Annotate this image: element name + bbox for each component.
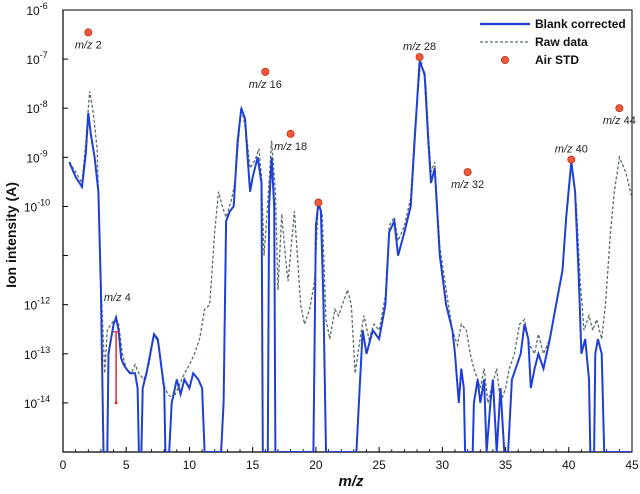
y-tick-label: 10-10 — [24, 197, 50, 214]
air-std-label: m/z 18 — [274, 141, 307, 153]
peak-annotation-label: m/z 4 — [104, 292, 131, 304]
y-tick-label: 10-13 — [24, 345, 50, 362]
x-tick-label: 0 — [60, 458, 67, 472]
y-tick-label: 10-9 — [26, 148, 47, 165]
air-std-point — [84, 28, 93, 37]
air-std-point — [261, 67, 270, 76]
y-tick-label: 10-6 — [26, 1, 47, 18]
legend: Blank corrected Raw data Air STD — [480, 17, 626, 67]
annotations-layer: m/z 4 — [104, 292, 131, 405]
air-std-label: m/z 2 — [75, 39, 102, 51]
air-std-label: m/z 16 — [249, 79, 282, 91]
plot-area — [62, 9, 633, 453]
x-tick-label: 35 — [499, 458, 513, 472]
y-axis-title: Ion intensity (A) — [3, 182, 19, 288]
series-blank-corrected-line — [68, 61, 632, 452]
plot-frame — [62, 9, 633, 453]
legend-label-raw-data: Raw data — [535, 35, 588, 49]
y-tick-label: 10-7 — [26, 50, 47, 67]
x-tick-label: 5 — [123, 458, 130, 472]
error-bar-end — [114, 401, 118, 405]
x-tick-label: 45 — [625, 458, 639, 472]
air-std-label: m/z 28 — [403, 41, 436, 53]
series-layer — [68, 58, 632, 452]
air-std-point — [567, 155, 576, 164]
legend-swatch-air-std — [500, 56, 509, 65]
air-std-label: m/z 40 — [555, 144, 588, 156]
air-std-markers: m/z 2 m/z 16 m/z 18 m/z 28 m/z 32 m/z 40 m/z 4… — [75, 28, 636, 207]
y-tick-label: 10-14 — [24, 394, 50, 411]
x-tick-label: 40 — [562, 458, 576, 472]
air-std-label: m/z 32 — [451, 179, 484, 191]
y-tick-label: 10-12 — [24, 296, 50, 313]
air-std-point — [415, 53, 424, 62]
x-tick-label: 10 — [183, 458, 197, 472]
air-std-point — [463, 168, 472, 177]
legend-label-blank-corrected: Blank corrected — [535, 17, 626, 31]
air-std-point — [286, 129, 295, 138]
x-tick-label: 15 — [246, 458, 260, 472]
x-axis-title: m/z — [338, 473, 364, 490]
x-axis-ticks: 0 5 10 15 20 25 30 35 40 45 — [60, 447, 639, 472]
x-tick-label: 30 — [436, 458, 450, 472]
air-std-point — [615, 104, 624, 113]
x-tick-label: 25 — [372, 458, 386, 472]
y-tick-label: 10-8 — [26, 99, 47, 116]
legend-label-air-std: Air STD — [535, 53, 579, 67]
y-axis-ticks: 10-14 10-13 10-12 10-10 10-9 10-8 10-7 10-6 — [24, 1, 68, 453]
air-std-point — [314, 198, 323, 207]
air-std-label: m/z 44 — [603, 115, 636, 127]
x-tick-label: 20 — [309, 458, 323, 472]
